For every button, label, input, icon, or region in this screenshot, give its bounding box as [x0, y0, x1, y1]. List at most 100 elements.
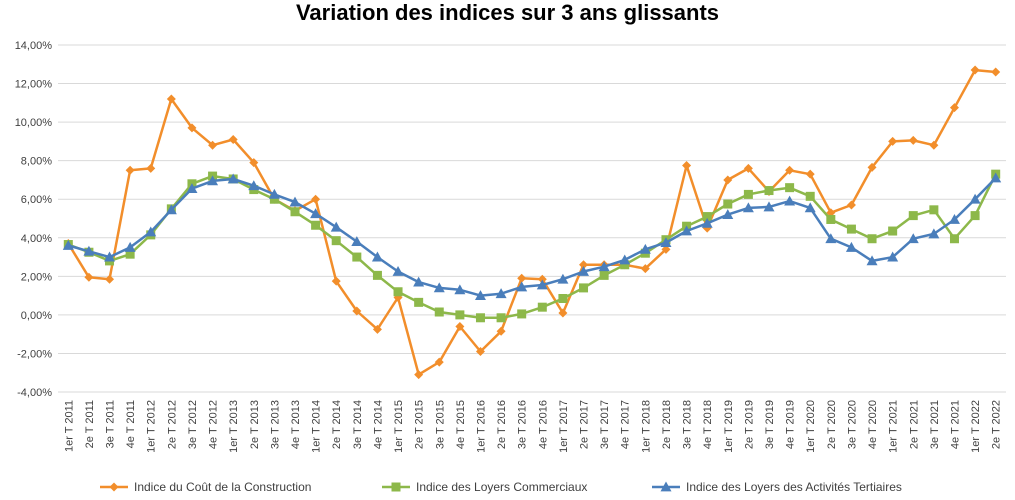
- data-point: [371, 251, 383, 262]
- data-point: [227, 173, 239, 184]
- y-tick-label: -2,00%: [17, 348, 52, 360]
- data-point: [269, 194, 279, 204]
- x-tick-label: 3e T 2019: [764, 400, 776, 449]
- x-tick-label: 3e T 2017: [599, 400, 611, 449]
- y-tick-label: 12,00%: [15, 79, 53, 91]
- data-point: [948, 213, 960, 224]
- data-point: [949, 103, 959, 113]
- data-point: [372, 270, 382, 280]
- data-point: [393, 287, 403, 297]
- x-tick-label: 1er T 2019: [723, 400, 735, 453]
- x-tick-label: 1er T 2021: [888, 400, 900, 453]
- data-point: [805, 191, 815, 201]
- data-point: [598, 261, 610, 272]
- data-point: [784, 195, 796, 206]
- data-point: [433, 282, 445, 293]
- data-point: [785, 183, 795, 193]
- x-tick-label: 2e T 2014: [331, 400, 343, 449]
- series-line: [67, 177, 997, 297]
- data-point: [414, 297, 424, 307]
- data-point: [888, 136, 898, 146]
- x-tick-label: 1er T 2016: [475, 400, 487, 453]
- data-point: [124, 241, 136, 252]
- data-point: [742, 202, 754, 213]
- data-point: [845, 241, 857, 252]
- x-tick-label: 1er T 2014: [311, 400, 323, 453]
- data-point: [392, 266, 404, 276]
- data-point: [929, 205, 939, 215]
- data-point: [743, 163, 753, 173]
- data-point: [207, 175, 219, 186]
- data-point: [579, 260, 589, 270]
- data-point: [970, 211, 980, 221]
- data-point: [640, 264, 650, 274]
- data-point: [186, 183, 198, 194]
- x-tick-label: 2e T 2011: [84, 400, 96, 448]
- data-point: [455, 321, 465, 331]
- data-point: [661, 244, 671, 254]
- data-point: [826, 214, 836, 224]
- x-tick-label: 2e T 2013: [249, 400, 261, 449]
- legend-marker: [660, 481, 672, 492]
- x-tick-label: 1er T 2017: [558, 400, 570, 453]
- legend-marker: [109, 482, 119, 492]
- data-point: [352, 252, 362, 262]
- x-tick-label: 4e T 2013: [290, 400, 302, 449]
- data-point: [187, 123, 197, 133]
- x-tick-label: 4e T 2011: [125, 400, 137, 448]
- data-point: [702, 212, 712, 222]
- data-point: [62, 239, 74, 250]
- x-tick-label: 4e T 2018: [702, 400, 714, 449]
- data-point: [289, 196, 301, 207]
- data-point: [970, 65, 980, 75]
- data-point: [908, 211, 918, 221]
- data-point: [866, 255, 878, 266]
- data-point: [908, 135, 918, 145]
- data-point: [413, 276, 425, 287]
- x-tick-label: 3e T 2012: [187, 400, 199, 449]
- x-tick-label: 2e T 2015: [414, 400, 426, 449]
- y-tick-label: 4,00%: [21, 233, 52, 245]
- x-tick-label: 4e T 2014: [372, 400, 384, 449]
- data-point: [414, 370, 424, 380]
- data-point: [558, 308, 568, 318]
- data-point: [867, 234, 877, 244]
- data-point: [208, 140, 218, 150]
- data-point: [763, 201, 775, 212]
- data-point: [599, 270, 609, 280]
- x-tick-label: 4e T 2019: [785, 400, 797, 449]
- data-point: [949, 234, 959, 244]
- data-point: [682, 160, 692, 170]
- data-point: [805, 169, 815, 179]
- data-point: [516, 281, 528, 292]
- data-point: [104, 251, 116, 262]
- x-tick-label: 1er T 2013: [228, 400, 240, 453]
- legend-marker: [391, 482, 401, 492]
- x-tick-label: 1er T 2011: [63, 400, 75, 452]
- data-point: [558, 294, 568, 304]
- x-tick-label: 2e T 2017: [579, 400, 591, 449]
- x-tick-label: 2e T 2022: [991, 400, 1003, 449]
- y-tick-label: 6,00%: [21, 194, 52, 206]
- data-point: [165, 204, 177, 215]
- data-point: [723, 175, 733, 185]
- data-point: [454, 284, 466, 295]
- data-point: [825, 233, 837, 244]
- data-point: [351, 236, 363, 247]
- data-point: [764, 186, 774, 196]
- x-tick-label: 3e T 2016: [517, 400, 529, 449]
- x-tick-label: 4e T 2015: [455, 400, 467, 449]
- data-point: [620, 260, 630, 270]
- data-point: [907, 233, 919, 244]
- x-tick-label: 2e T 2016: [496, 400, 508, 449]
- data-point: [145, 226, 157, 237]
- data-point: [991, 67, 1001, 77]
- data-point: [330, 221, 342, 232]
- data-point: [352, 306, 362, 316]
- data-point: [146, 163, 156, 173]
- data-point: [84, 272, 94, 282]
- data-point: [331, 276, 341, 286]
- data-point: [372, 324, 382, 334]
- data-point: [578, 266, 590, 276]
- data-point: [495, 288, 507, 299]
